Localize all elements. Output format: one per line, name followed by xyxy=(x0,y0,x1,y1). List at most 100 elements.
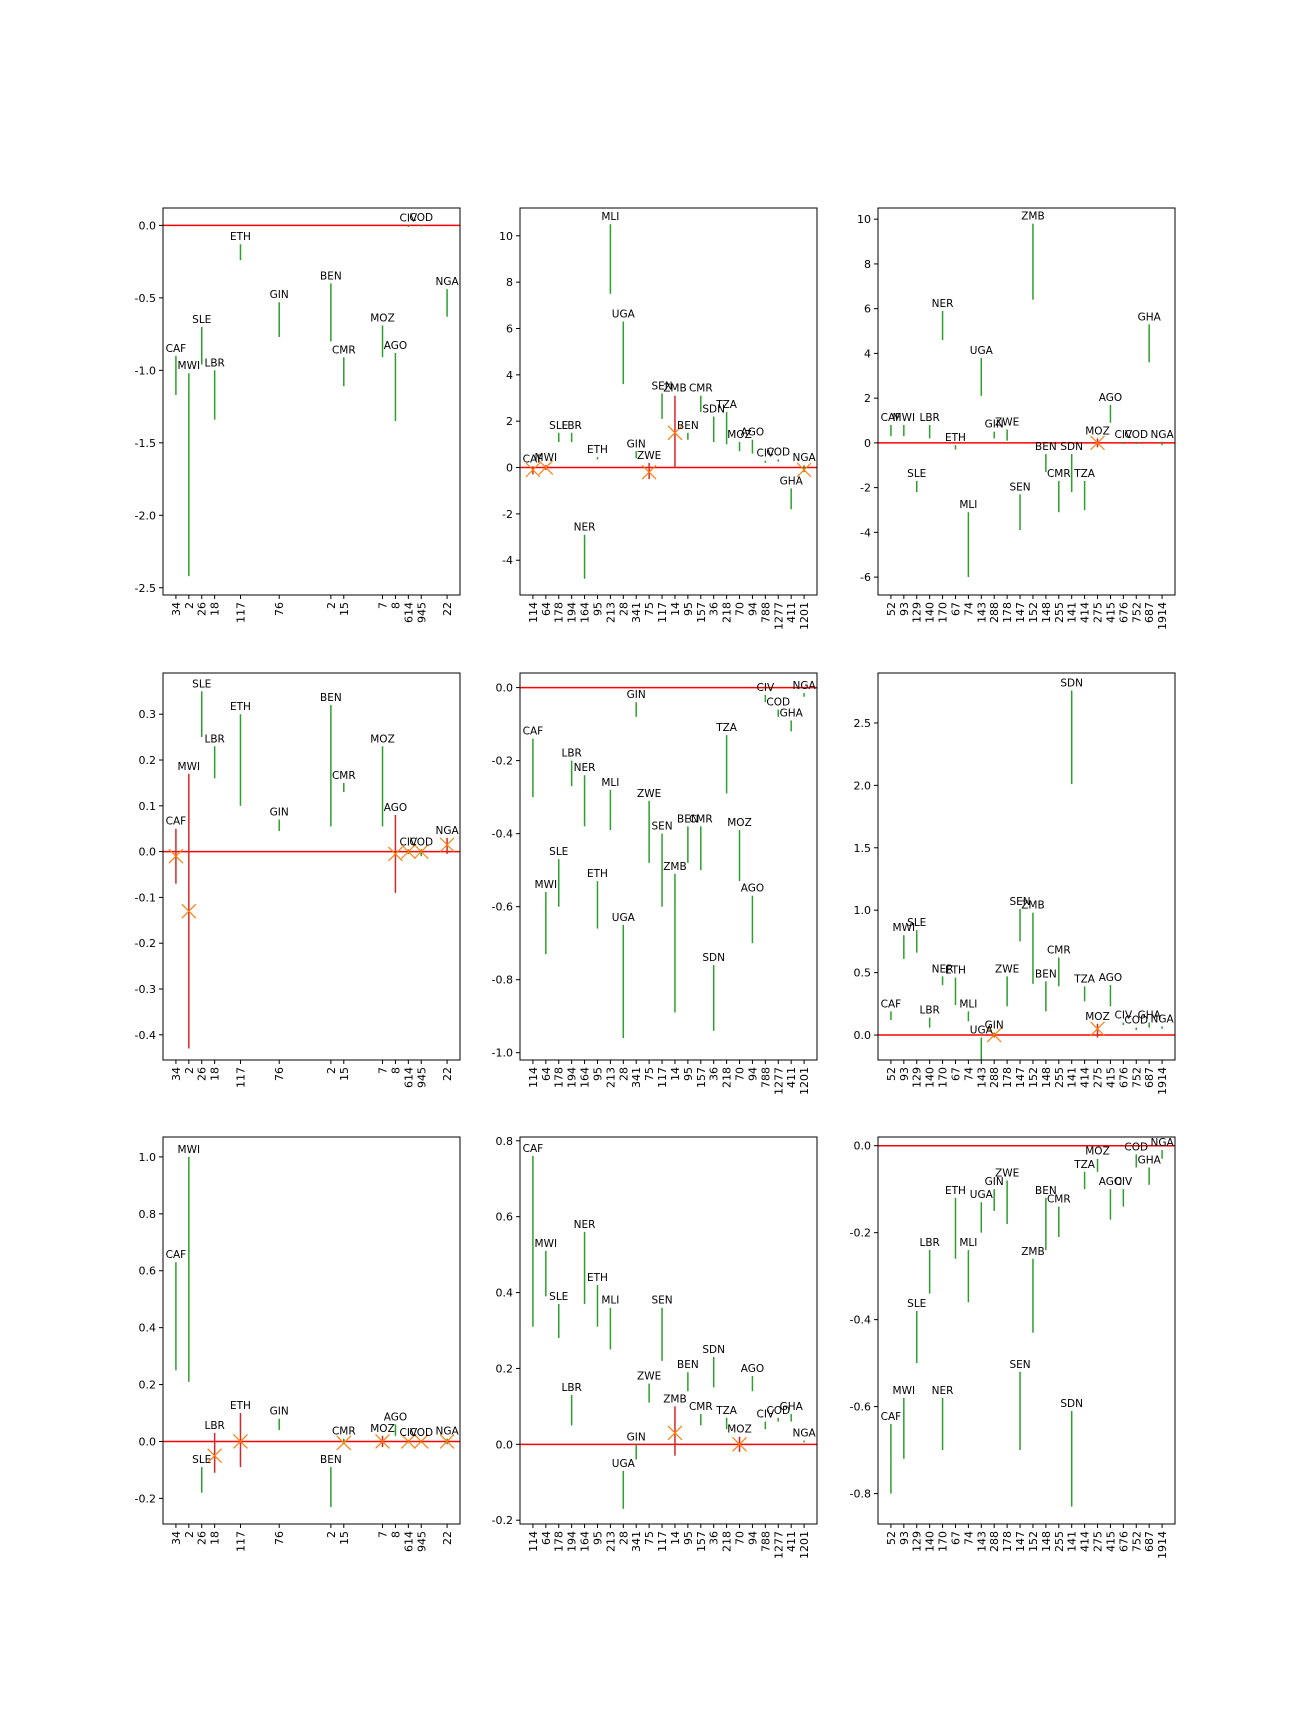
point-label-tza: TZA xyxy=(715,399,738,411)
x-tick-label: 74 xyxy=(962,1067,975,1081)
y-tick-label: 1.0 xyxy=(139,1151,157,1164)
axes-frame xyxy=(877,1136,1176,1525)
y-tick-label: -0.2 xyxy=(492,755,513,768)
point-label-ago: AGO xyxy=(741,883,764,895)
point-label-cod: COD xyxy=(1124,429,1148,441)
point-label-cod: COD xyxy=(1124,1015,1148,1027)
x-tick-label: 117 xyxy=(234,1067,247,1088)
point-label-gin: GIN xyxy=(627,689,646,701)
x-tick-label: 218 xyxy=(721,1067,734,1088)
x-tick-label: 148 xyxy=(1040,1531,1053,1552)
point-label-uga: UGA xyxy=(970,1025,994,1037)
x-tick-label: 152 xyxy=(1027,602,1040,623)
x-tick-label: 22 xyxy=(441,1067,454,1081)
point-label-eth: ETH xyxy=(945,432,966,444)
point-label-cmr: CMR xyxy=(1047,468,1071,480)
y-tick-label: -1.0 xyxy=(135,364,156,377)
x-tick-label: 752 xyxy=(1130,1067,1143,1088)
point-label-lbr: LBR xyxy=(561,748,581,760)
point-label-cmr: CMR xyxy=(1047,945,1071,957)
point-label-tza: TZA xyxy=(715,722,738,734)
x-tick-label: 15 xyxy=(338,602,351,616)
point-label-caf: CAF xyxy=(523,1143,544,1155)
x-tick-label: 94 xyxy=(746,1067,759,1081)
point-label-eth: ETH xyxy=(587,1272,608,1284)
y-tick-label: 0.0 xyxy=(496,682,514,695)
axes-frame xyxy=(162,1136,461,1525)
x-tick-label: 788 xyxy=(759,1531,772,1552)
point-label-uga: UGA xyxy=(612,309,636,321)
point-label-eth: ETH xyxy=(587,868,608,880)
point-label-ben: BEN xyxy=(1035,441,1057,453)
marker-civ xyxy=(400,844,416,860)
y-tick-label: 0.0 xyxy=(496,1438,514,1451)
y-tick-label: 0.2 xyxy=(139,1379,157,1392)
y-tick-label: -0.4 xyxy=(492,828,513,841)
y-tick-label: 0.5 xyxy=(854,967,872,980)
point-label-uga: UGA xyxy=(612,1458,636,1470)
point-label-ago: AGO xyxy=(1099,392,1122,404)
x-tick-label: 2 xyxy=(325,602,338,609)
point-label-mwi: MWI xyxy=(535,1238,558,1250)
point-label-moz: MOZ xyxy=(727,429,752,441)
x-tick-label: 414 xyxy=(1079,1531,1092,1552)
point-label-ago: AGO xyxy=(1099,972,1122,984)
x-tick-label: 414 xyxy=(1079,1067,1092,1088)
x-tick-label: 178 xyxy=(553,1067,566,1088)
x-tick-label: 114 xyxy=(527,1531,540,1552)
marker-eth xyxy=(233,1434,248,1449)
point-label-cod: COD xyxy=(766,1405,790,1417)
x-tick-label: 94 xyxy=(746,602,759,616)
x-tick-label: 411 xyxy=(785,1531,798,1552)
plot-area xyxy=(520,686,817,1039)
point-label-mwi: MWI xyxy=(178,360,201,372)
x-tick-label: 1914 xyxy=(1156,1067,1169,1095)
point-label-nga: NGA xyxy=(792,680,816,692)
x-tick-label: 170 xyxy=(937,1531,950,1552)
point-label-sen: SEN xyxy=(651,821,672,833)
point-label-lbr: LBR xyxy=(561,420,581,432)
x-tick-label: 64 xyxy=(540,1531,553,1545)
plot-area xyxy=(520,1155,817,1509)
point-label-moz: MOZ xyxy=(370,1423,395,1435)
point-label-gha: GHA xyxy=(1138,311,1162,323)
x-tick-label: 752 xyxy=(1130,1531,1143,1552)
point-label-moz: MOZ xyxy=(727,1424,752,1436)
point-label-ben: BEN xyxy=(677,1359,699,1371)
point-label-cmr: CMR xyxy=(689,813,713,825)
x-tick-label: 752 xyxy=(1130,602,1143,623)
point-label-eth: ETH xyxy=(230,231,251,243)
point-label-zwe: ZWE xyxy=(637,1371,661,1383)
x-tick-label: 75 xyxy=(643,1531,656,1545)
point-label-sle: SLE xyxy=(549,1291,568,1303)
point-label-civ: CIV xyxy=(1115,429,1133,441)
y-tick-label: -4 xyxy=(502,554,513,567)
x-tick-label: 414 xyxy=(1079,602,1092,623)
x-tick-label: 1914 xyxy=(1156,1531,1169,1559)
x-tick-label: 411 xyxy=(785,1067,798,1088)
x-tick-label: 676 xyxy=(1117,1067,1130,1088)
marker-nga xyxy=(439,837,455,853)
point-label-lbr: LBR xyxy=(919,412,939,424)
x-tick-label: 2 xyxy=(325,1067,338,1074)
x-tick-label: 28 xyxy=(617,602,630,616)
point-label-lbr: LBR xyxy=(204,733,224,745)
x-tick-label: 2 xyxy=(325,1531,338,1538)
x-tick-label: 157 xyxy=(695,1067,708,1088)
point-label-gha: GHA xyxy=(1138,1154,1162,1166)
x-tick-label: 275 xyxy=(1092,1067,1105,1088)
point-label-sen: SEN xyxy=(651,1295,672,1307)
point-label-zmb: ZMB xyxy=(663,1393,686,1405)
point-label-ago: AGO xyxy=(1099,1176,1122,1188)
point-label-lbr: LBR xyxy=(561,1382,581,1394)
x-tick-label: 140 xyxy=(924,602,937,623)
point-label-mli: MLI xyxy=(959,998,977,1010)
point-label-zwe: ZWE xyxy=(637,450,661,462)
x-tick-label: 93 xyxy=(898,602,911,616)
x-tick-label: 152 xyxy=(1027,1067,1040,1088)
marker-caf xyxy=(525,462,541,478)
point-label-zmb: ZMB xyxy=(1021,1246,1044,1258)
y-tick-label: -0.2 xyxy=(492,1514,513,1527)
point-label-caf: CAF xyxy=(523,726,544,738)
x-tick-label: 341 xyxy=(630,1531,643,1552)
